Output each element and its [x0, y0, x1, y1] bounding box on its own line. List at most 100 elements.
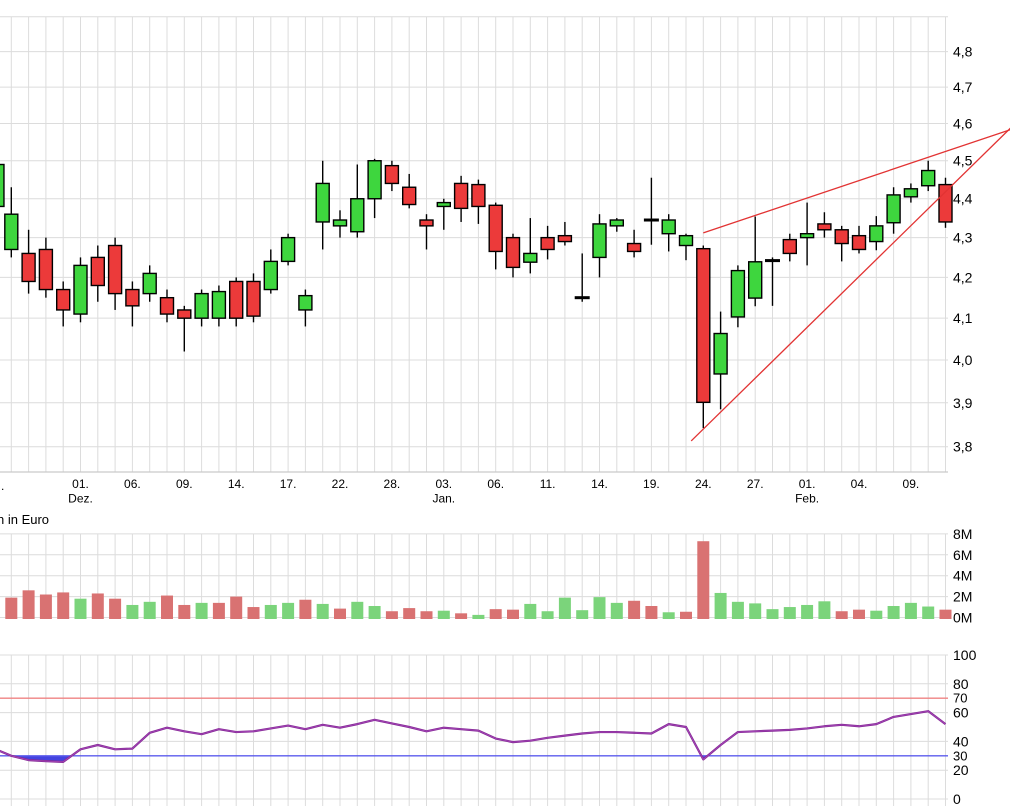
candle-up	[263, 260, 278, 291]
volume-bar-up	[541, 611, 554, 619]
volume-bar-down	[939, 609, 952, 619]
volume-bar-down	[697, 541, 710, 619]
candle-down	[851, 234, 867, 251]
volume-bar-up	[143, 601, 156, 619]
axis-tick-label: Jan.	[432, 492, 455, 506]
candle-down	[453, 182, 469, 210]
axis-tick-label: 17.	[280, 477, 297, 491]
candle-up	[678, 234, 694, 247]
candle-up	[315, 182, 330, 223]
volume-bar-up	[731, 601, 744, 619]
axis-tick-label: 4M	[953, 568, 972, 584]
candle-up	[903, 188, 919, 198]
candle-down	[56, 288, 71, 311]
volume-bar-up	[316, 603, 329, 619]
candle-down	[246, 280, 261, 317]
axis-tick-label: 20	[953, 762, 969, 778]
volume-bar-down	[5, 597, 18, 619]
candle-down	[817, 223, 832, 231]
volume-bar-down	[334, 608, 346, 619]
volume-bar-up	[887, 606, 900, 619]
candle-down	[488, 204, 503, 253]
volume-bar-down	[230, 596, 243, 619]
candle-down	[384, 164, 400, 185]
volume-bar-down	[507, 609, 519, 619]
candle-up	[367, 160, 382, 200]
rsi-line	[0, 710, 947, 763]
candle-down	[938, 183, 953, 223]
candle-down	[21, 252, 36, 283]
axis-tick-label: 60	[953, 705, 969, 721]
candle-up	[609, 219, 624, 227]
candle-down	[402, 186, 417, 206]
candle-down	[125, 288, 140, 307]
candle-up	[592, 223, 607, 259]
volume-bar-down	[680, 611, 692, 619]
volume-pane-title: n in Euro	[0, 512, 49, 527]
volume-bar-up	[714, 592, 727, 619]
volume-bar-up	[766, 609, 779, 619]
trendline	[690, 127, 1010, 442]
axis-tick-label: 4,4	[953, 191, 973, 207]
candle-up	[211, 290, 227, 319]
volume-bar-up	[524, 603, 537, 619]
volume-bar-up	[818, 601, 831, 619]
candle-down	[90, 256, 106, 287]
candle-up	[713, 332, 728, 375]
candle-up	[748, 261, 763, 299]
axis-tick-label: 3,8	[953, 439, 973, 455]
axis-tick-label: 40	[953, 733, 969, 749]
axis-tick-label: 4,7	[953, 79, 973, 95]
volume-bar-up	[904, 602, 917, 619]
volume-bar-up	[922, 606, 935, 619]
candle-down	[782, 238, 797, 255]
axis-tick-label: 06.	[124, 477, 141, 491]
candle-down	[177, 309, 192, 319]
volume-bar-down	[109, 598, 122, 619]
volume-bar-down	[57, 592, 70, 619]
volume-bar-up	[195, 602, 208, 619]
volume-bar-down	[385, 611, 398, 619]
candle-down	[557, 234, 573, 243]
volume-bar-down	[835, 611, 848, 619]
candle-doji-body	[765, 259, 780, 263]
axis-tick-label: 11.	[540, 477, 556, 491]
candle-up	[4, 213, 19, 251]
axis-tick-label: 4,6	[953, 116, 973, 132]
volume-bar-down	[39, 594, 52, 619]
volume-bar-up	[870, 610, 883, 619]
volume-bar-up	[749, 603, 762, 619]
volume-bar-up	[368, 606, 381, 619]
volume-bar-down	[299, 599, 312, 619]
axis-tick-label: 80	[953, 676, 969, 692]
rsi-line-highlight	[0, 710, 946, 763]
axis-tick-label: 03.	[435, 477, 452, 491]
axis-tick-label: 09.	[903, 477, 920, 491]
volume-bar-up	[74, 598, 87, 619]
axis-tick-label: 4,2	[953, 269, 973, 285]
axis-tick-label: 8M	[953, 526, 972, 542]
volume-bar-up	[610, 602, 623, 619]
candle-doji-body	[643, 218, 659, 222]
candle-down	[696, 247, 711, 404]
rsi-oversold-fill	[11, 755, 72, 762]
axis-tick-label: 04.	[851, 477, 868, 491]
axis-tick-label: 28.	[384, 477, 401, 491]
volume-bar-down	[628, 600, 641, 619]
axis-tick-label: 100	[953, 647, 977, 663]
axis-tick-label: 4,1	[953, 310, 973, 326]
axis-tick-label: 06.	[487, 477, 504, 491]
volume-bar-up	[662, 612, 675, 619]
axis-tick-label: 19.	[643, 477, 660, 491]
volume-bar-up	[282, 602, 295, 619]
candle-up	[73, 264, 88, 315]
volume-bar-down	[212, 602, 225, 619]
volume-bar-down	[420, 611, 433, 619]
axis-tick-label: 70	[953, 691, 967, 706]
axis-tick-label: 3,9	[953, 395, 973, 411]
volume-bar-down	[853, 609, 865, 619]
volume-bar-up	[437, 610, 450, 619]
volume-bar-up	[576, 610, 589, 619]
volume-bar-up	[558, 597, 571, 619]
